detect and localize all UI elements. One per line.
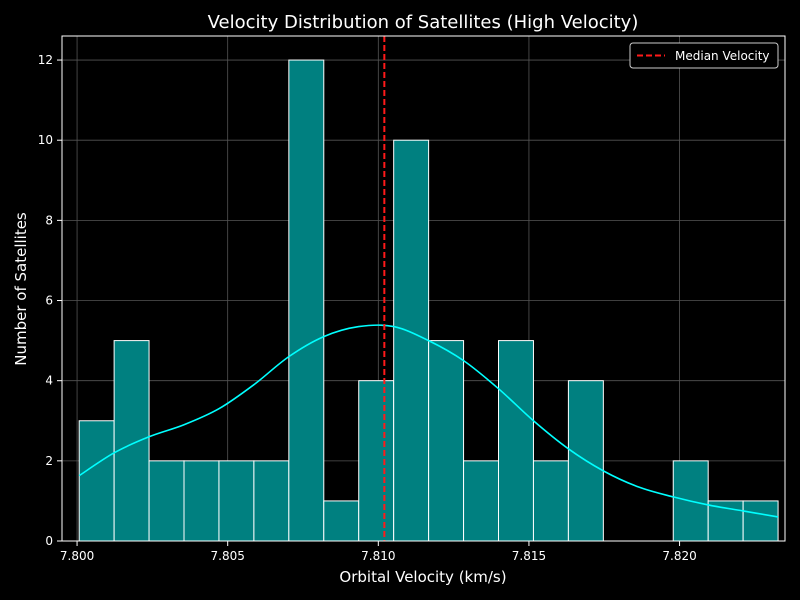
histogram-bar: [742, 500, 779, 542]
histogram-bar: [393, 139, 430, 542]
histogram-bar: [288, 59, 325, 542]
legend-box: [629, 42, 779, 69]
kde-curve: [78, 324, 779, 518]
y-tick-label: 8: [45, 213, 53, 227]
histogram-bar: [358, 380, 395, 542]
kde-curve-layer: [78, 324, 779, 518]
histogram-bar: [532, 460, 569, 542]
histogram-bar: [148, 460, 185, 542]
y-tick-label: 0: [45, 534, 53, 548]
y-tick-label: 10: [38, 133, 53, 147]
legend: Median Velocity: [629, 42, 779, 69]
histogram-bar: [498, 340, 534, 542]
x-tick-label: 7.800: [60, 549, 94, 563]
chart-title: Velocity Distribution of Satellites (Hig…: [208, 12, 639, 33]
histogram-bar: [183, 460, 220, 542]
y-tick-label: 12: [38, 53, 53, 67]
y-tick-label: 4: [45, 374, 53, 388]
legend-median-label: Median Velocity: [675, 49, 770, 63]
histogram-bar: [707, 500, 744, 542]
histogram-bar: [218, 460, 255, 542]
x-tick-label: 7.810: [361, 549, 395, 563]
y-tick-label: 2: [45, 454, 53, 468]
histogram-bar: [253, 460, 290, 542]
y-axis-label: Number of Satellites: [12, 212, 30, 366]
x-tick-label: 7.815: [512, 549, 546, 563]
y-tick-label: 6: [45, 294, 53, 308]
x-tick-label: 7.805: [211, 549, 245, 563]
y-axis-ticks: 0 2 4 6 8 10 12: [38, 53, 62, 548]
bars: [78, 59, 779, 542]
histogram-bar: [113, 340, 150, 542]
x-axis-ticks: 7.800 7.805 7.810 7.815 7.820: [60, 541, 697, 563]
histogram-bar: [78, 420, 115, 542]
histogram-bar: [323, 500, 360, 542]
x-axis-label: Orbital Velocity (km/s): [339, 568, 506, 586]
x-tick-label: 7.820: [662, 549, 696, 563]
plot-frame: [61, 35, 786, 542]
histogram-bar: [428, 340, 465, 542]
histogram-bar: [463, 460, 500, 542]
